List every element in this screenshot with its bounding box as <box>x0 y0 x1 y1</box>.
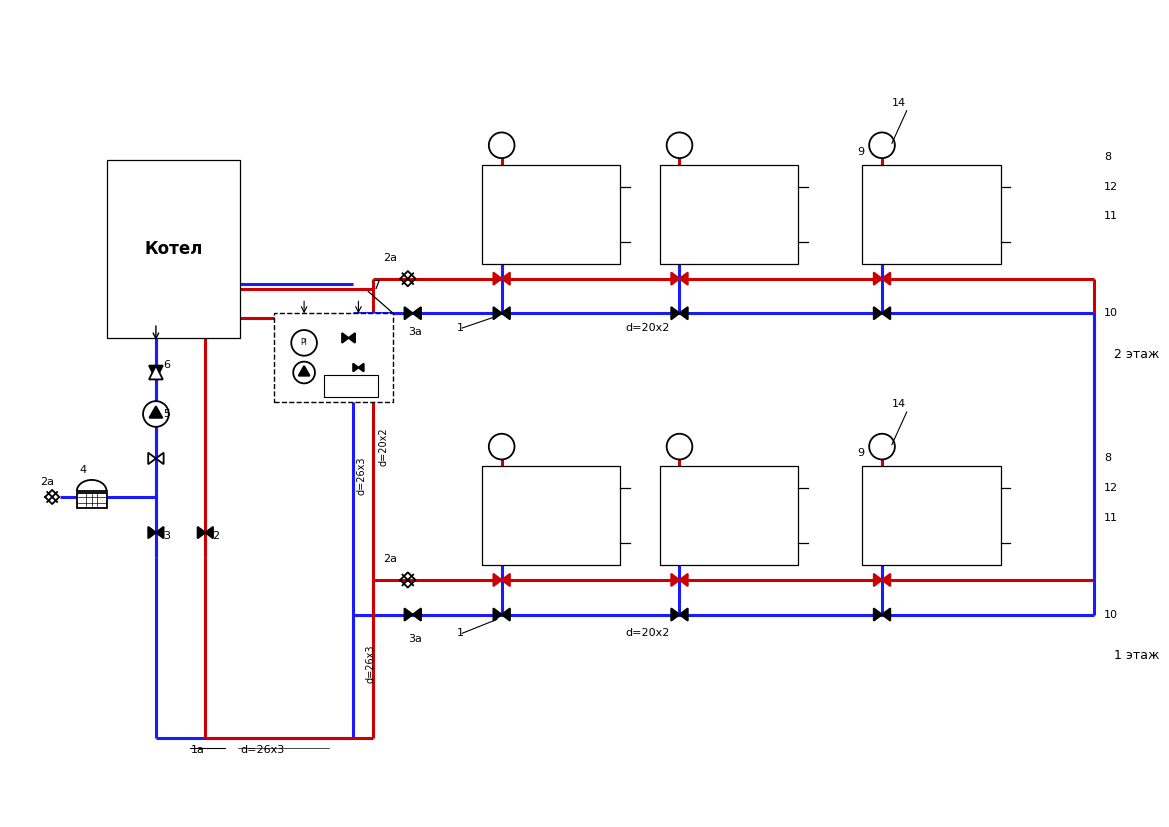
Polygon shape <box>493 609 502 621</box>
Polygon shape <box>671 609 679 621</box>
Text: 1: 1 <box>457 323 464 333</box>
Bar <box>482 466 621 565</box>
Text: 3а: 3а <box>408 327 422 337</box>
Bar <box>324 375 379 397</box>
Text: 1: 1 <box>457 629 464 638</box>
Polygon shape <box>493 307 502 319</box>
Text: 2: 2 <box>213 530 220 541</box>
Polygon shape <box>883 272 891 284</box>
Circle shape <box>870 433 894 460</box>
Polygon shape <box>148 452 155 464</box>
Text: d=26x3: d=26x3 <box>366 645 375 683</box>
Bar <box>659 165 798 264</box>
Text: 1 этаж: 1 этаж <box>1114 649 1160 662</box>
Polygon shape <box>150 406 162 418</box>
Text: 10: 10 <box>1105 609 1119 619</box>
Polygon shape <box>493 574 502 586</box>
Polygon shape <box>493 272 502 284</box>
Text: d=26x3: d=26x3 <box>357 457 366 495</box>
Text: Котел: Котел <box>144 240 202 258</box>
Polygon shape <box>148 366 162 380</box>
Bar <box>863 466 1001 565</box>
Polygon shape <box>679 574 687 586</box>
Polygon shape <box>502 307 510 319</box>
Text: 10: 10 <box>1105 308 1119 318</box>
Text: 3: 3 <box>162 530 170 541</box>
Polygon shape <box>883 609 891 621</box>
Polygon shape <box>155 527 164 538</box>
Text: 14: 14 <box>892 98 906 108</box>
Text: 12: 12 <box>1105 483 1119 493</box>
Text: 3а: 3а <box>408 634 422 644</box>
Polygon shape <box>198 527 206 538</box>
Text: 8: 8 <box>1105 453 1112 463</box>
Polygon shape <box>873 574 883 586</box>
Polygon shape <box>206 527 213 538</box>
Polygon shape <box>671 307 679 319</box>
Polygon shape <box>353 364 359 371</box>
Text: 2 этаж: 2 этаж <box>1114 348 1160 361</box>
Text: 11: 11 <box>1105 212 1119 222</box>
Polygon shape <box>348 333 355 343</box>
Circle shape <box>666 132 692 158</box>
Text: d=20x2: d=20x2 <box>625 323 670 333</box>
Text: 2а: 2а <box>383 554 397 564</box>
Circle shape <box>293 361 314 384</box>
Text: 9: 9 <box>857 448 864 458</box>
Text: d=20x2: d=20x2 <box>625 629 670 638</box>
Polygon shape <box>148 366 162 380</box>
Polygon shape <box>404 609 413 621</box>
Bar <box>659 466 798 565</box>
Text: 4: 4 <box>79 466 87 476</box>
Circle shape <box>489 132 514 158</box>
Polygon shape <box>298 366 310 375</box>
Text: 9: 9 <box>857 147 864 157</box>
Text: 12: 12 <box>1105 182 1119 192</box>
Polygon shape <box>679 307 687 319</box>
Polygon shape <box>343 333 348 343</box>
Polygon shape <box>873 609 883 621</box>
Text: 2а: 2а <box>40 477 54 487</box>
Polygon shape <box>883 574 891 586</box>
Text: 1а: 1а <box>191 745 205 755</box>
Polygon shape <box>679 272 687 284</box>
Bar <box>275 313 393 402</box>
Bar <box>106 160 240 338</box>
Polygon shape <box>502 609 510 621</box>
Circle shape <box>489 433 514 460</box>
Polygon shape <box>502 574 510 586</box>
Text: 6: 6 <box>162 360 170 370</box>
Text: d=20x2: d=20x2 <box>378 428 388 466</box>
Bar <box>482 165 621 264</box>
Circle shape <box>870 132 894 158</box>
Polygon shape <box>671 272 679 284</box>
Text: d=26x3: d=26x3 <box>240 745 284 755</box>
Bar <box>77 493 106 508</box>
Text: 2а: 2а <box>383 253 397 263</box>
Polygon shape <box>413 609 421 621</box>
Polygon shape <box>679 609 687 621</box>
Text: 8: 8 <box>1105 152 1112 162</box>
Polygon shape <box>404 307 413 319</box>
Polygon shape <box>502 272 510 284</box>
Polygon shape <box>155 452 164 464</box>
Text: 7: 7 <box>373 279 381 292</box>
Text: 5: 5 <box>162 409 170 419</box>
Polygon shape <box>873 272 883 284</box>
Polygon shape <box>671 574 679 586</box>
Circle shape <box>666 433 692 460</box>
Circle shape <box>143 401 168 427</box>
Text: PI: PI <box>300 338 307 347</box>
Polygon shape <box>413 307 421 319</box>
Polygon shape <box>359 364 364 371</box>
Text: 11: 11 <box>1105 513 1119 523</box>
Polygon shape <box>883 307 891 319</box>
Polygon shape <box>873 307 883 319</box>
Text: 14: 14 <box>892 399 906 409</box>
Polygon shape <box>148 527 155 538</box>
Bar <box>863 165 1001 264</box>
Circle shape <box>291 330 317 356</box>
